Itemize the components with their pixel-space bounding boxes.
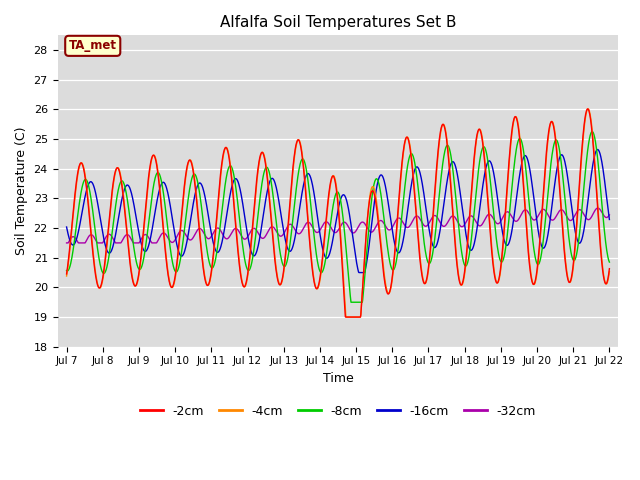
Legend: -2cm, -4cm, -8cm, -16cm, -32cm: -2cm, -4cm, -8cm, -16cm, -32cm — [135, 400, 541, 423]
X-axis label: Time: Time — [323, 372, 353, 385]
Text: TA_met: TA_met — [68, 39, 116, 52]
Y-axis label: Soil Temperature (C): Soil Temperature (C) — [15, 127, 28, 255]
Title: Alfalfa Soil Temperatures Set B: Alfalfa Soil Temperatures Set B — [220, 15, 456, 30]
